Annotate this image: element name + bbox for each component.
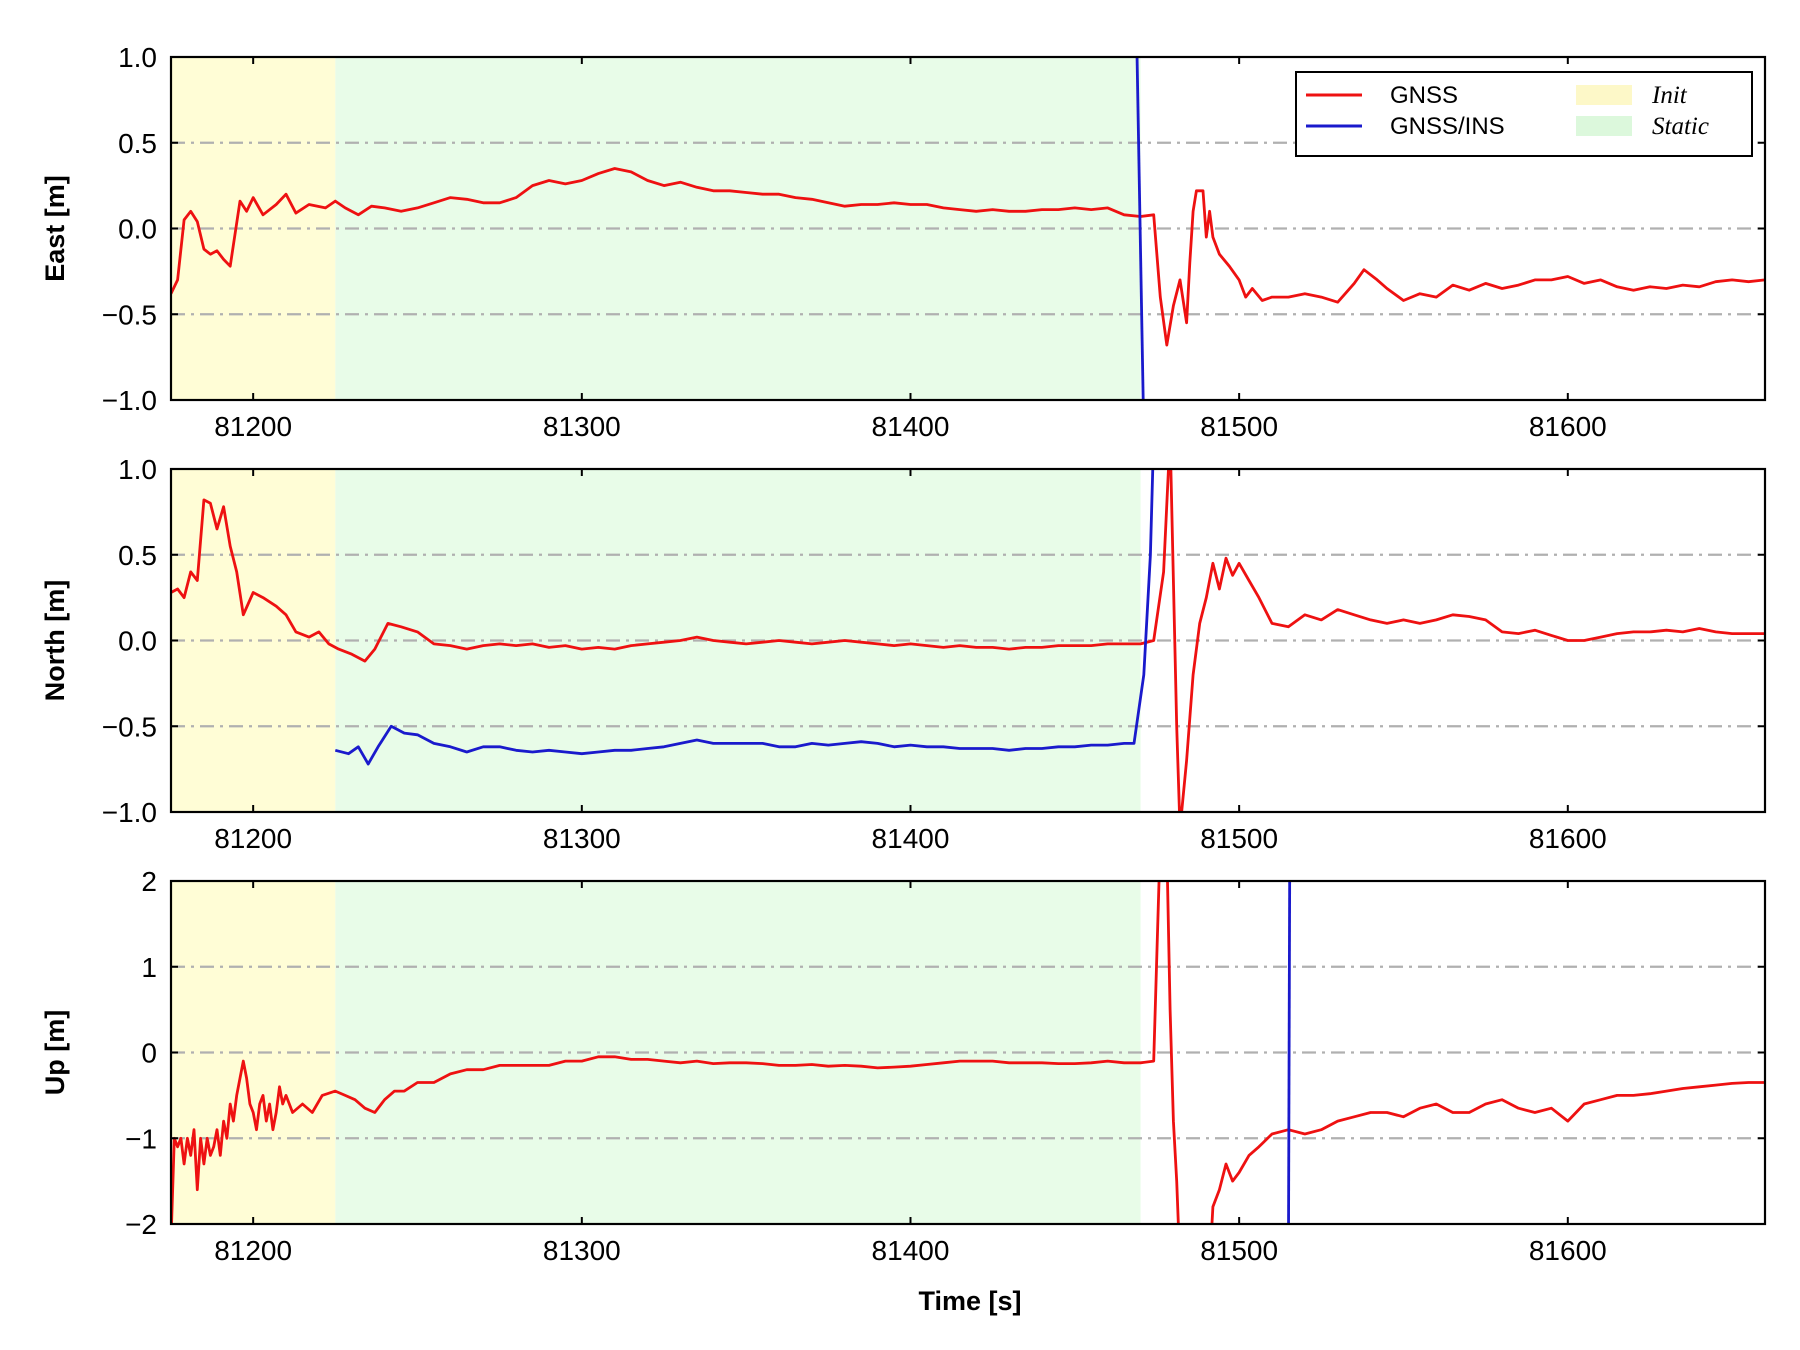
x-tick-label: 81600 (1529, 411, 1607, 442)
y-tick-label: −1.0 (102, 385, 157, 416)
x-tick-label: 81200 (214, 411, 292, 442)
y-tick-label: 1.0 (118, 42, 157, 73)
series-line-gnss (171, 167, 1765, 347)
series-line-gnss (171, 469, 1765, 812)
y-tick-label: 0.0 (118, 626, 157, 657)
x-tick-label: 81400 (872, 823, 950, 854)
panels-layer: −1.0 −0.5 0.0 0.5 1.0 81200 81300 81400 81500 816… (40, 42, 1767, 1266)
x-tick-label: 81400 (872, 1235, 950, 1266)
legend-label: GNSS (1390, 82, 1458, 109)
x-tick-label: 81200 (214, 823, 292, 854)
panel-1: −1.0 −0.5 0.0 0.5 1.0 81200 81300 81400 81500 816… (40, 42, 1767, 442)
shaded-region-init (171, 469, 336, 812)
y-axis-title: Up [m] (40, 1010, 70, 1095)
series-line-gnss-ins (334, 469, 1155, 766)
x-tick-label: 81600 (1529, 1235, 1607, 1266)
x-tick-label: 81300 (543, 411, 621, 442)
y-tick-label: −1.0 (102, 797, 157, 828)
x-tick-label: 81200 (214, 1235, 292, 1266)
legend-swatch-init (1576, 85, 1632, 105)
x-tick-label: 81500 (1200, 411, 1278, 442)
legend-swatch-static (1576, 116, 1632, 136)
y-tick-label: −2 (125, 1209, 157, 1240)
shaded-region-init (171, 57, 336, 400)
y-tick-label: −0.5 (102, 299, 157, 330)
y-axis-title: North [m] (40, 580, 70, 701)
legend-frame (1295, 71, 1753, 157)
panel-3: −2 −1 0 1 2 81200 81300 81400 81500 81600 Up [m] (40, 866, 1767, 1266)
y-tick-label: 0.0 (118, 214, 157, 245)
y-tick-label: 0.5 (118, 540, 157, 571)
legend-label: Init (1651, 82, 1688, 109)
series-line-gnss-ins (1287, 881, 1292, 1224)
y-tick-label: 2 (141, 866, 157, 897)
y-tick-label: −0.5 (102, 711, 157, 742)
y-tick-label: 0.5 (118, 128, 157, 159)
series-line-gnss (171, 881, 1765, 1224)
x-tick-label: 81500 (1200, 1235, 1278, 1266)
x-tick-label: 81500 (1200, 823, 1278, 854)
legend: GNSS GNSS/INS Init Static (1295, 71, 1753, 157)
x-axis-title: Time [s] (918, 1286, 1021, 1316)
x-tick-label: 81300 (543, 1235, 621, 1266)
panel-2: −1.0 −0.5 0.0 0.5 1.0 81200 81300 81400 81500 816… (40, 454, 1767, 854)
series-line-gnss-ins (1135, 57, 1145, 400)
legend-label: GNSS/INS (1390, 113, 1505, 140)
y-tick-label: 0 (141, 1038, 157, 1069)
y-tick-label: 1.0 (118, 454, 157, 485)
y-tick-label: −1 (125, 1123, 157, 1154)
y-axis-title: East [m] (40, 175, 70, 282)
x-tick-label: 81600 (1529, 823, 1607, 854)
x-tick-label: 81300 (543, 823, 621, 854)
y-tick-label: 1 (141, 952, 157, 983)
legend-label: Static (1652, 113, 1709, 140)
x-tick-label: 81400 (872, 411, 950, 442)
